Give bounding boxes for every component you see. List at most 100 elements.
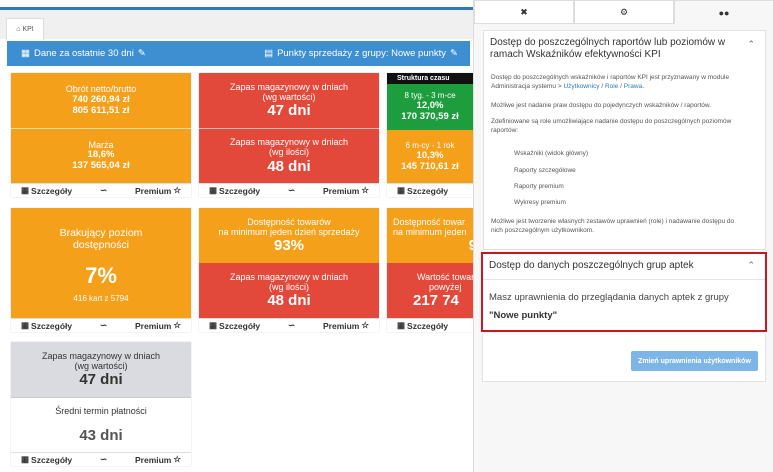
- payment-term-days: 43 dni: [79, 426, 123, 444]
- reports-access-p1: Dostęp do poszczególnych wskaźników i ra…: [491, 74, 730, 91]
- edit-points-icon[interactable]: ✎: [450, 48, 458, 59]
- users-link[interactable]: Użytkownicy: [563, 83, 600, 91]
- details-link[interactable]: ▦ Szczegóły: [397, 185, 449, 196]
- role-item: Raporty premium: [514, 183, 564, 190]
- users-tab[interactable]: ●●: [674, 0, 773, 24]
- close-tab[interactable]: ✖: [474, 0, 574, 24]
- missing-cards: 416 kart z 5794: [73, 294, 129, 304]
- star-icon: ☆: [173, 320, 181, 330]
- tile-time-structure: Struktura czasu 8 tyg. - 3 m-ce 12,0% 17…: [387, 73, 473, 197]
- details-link[interactable]: ▦ Szczegóły: [21, 320, 73, 331]
- reports-access-p3: Zdefiniowane są role umożliwiające nadan…: [491, 118, 732, 135]
- turnover-gross: 805 611,51 zł: [72, 104, 130, 116]
- users-icon: ●●: [718, 7, 730, 18]
- settings-tab[interactable]: ⚙: [574, 0, 674, 24]
- tab-kpi[interactable]: ⌂ KPI: [6, 18, 44, 40]
- stock-qty-sub: (wg ilości): [268, 147, 309, 158]
- details-link[interactable]: ▦ Szczegóły: [397, 320, 449, 331]
- time-a-pct: 12,0%: [416, 99, 444, 111]
- group-access-card: Dostęp do danych poszczególnych grup apt…: [481, 252, 767, 332]
- availability-sub: na minimum jeden: [393, 226, 467, 237]
- goods-value: 217 74: [413, 292, 459, 310]
- calendar-icon: ▦: [21, 48, 30, 59]
- stock-value-sub: (wg wartości): [74, 360, 128, 371]
- table-icon: ▦: [397, 320, 406, 330]
- chevron-up-icon[interactable]: ⌃: [747, 39, 755, 49]
- filter-bar: ▦ Dane za ostatnie 30 dni ✎ ▤ Punkty sprzed…: [7, 41, 470, 66]
- group-name: "Nowe punkty": [489, 310, 558, 321]
- chevron-up-icon[interactable]: ⌃: [747, 260, 755, 270]
- reports-access-p4: Możliwe jest tworzenie własnych zestawów…: [491, 218, 735, 235]
- tile-stock-days: Zapas magazynowy w dniach (wg wartości) …: [199, 73, 379, 197]
- stock-value-label: Zapas magazynowy w dniach: [41, 350, 161, 361]
- star-icon: ☆: [361, 185, 369, 195]
- table-icon: ▦: [209, 320, 218, 330]
- role-item: Raporty szczegółowe: [514, 167, 576, 174]
- building-icon: ▤: [264, 48, 274, 59]
- stock-qty-sub: (wg ilości): [268, 281, 309, 292]
- tile-turnover: Obrót netto/brutto 740 260,94 zł 805 611…: [11, 73, 191, 197]
- details-link[interactable]: ▦ Szczegóły: [209, 185, 261, 196]
- time-b-label: 6 m-cy - 1 rok: [405, 141, 455, 151]
- availability-label: Dostępność towar: [393, 216, 466, 227]
- chart-icon[interactable]: ∽: [288, 185, 296, 195]
- turnover-label: Obrót netto/brutto: [65, 84, 137, 95]
- tile-availability-partial: Dostępność towar na minimum jeden 9 Wart…: [387, 208, 473, 332]
- edit-period-icon[interactable]: ✎: [137, 48, 146, 59]
- margin-label: Marża: [88, 139, 114, 150]
- missing-pct: 7%: [85, 262, 117, 288]
- role-item: Wykresy premium: [514, 199, 566, 206]
- right-panel: ✖ ⚙ ●● Dostęp do poszczególnych raportów…: [473, 0, 773, 472]
- chart-icon[interactable]: ∽: [100, 454, 108, 464]
- premium-link[interactable]: Premium ☆: [134, 454, 181, 465]
- home-icon: ⌂: [16, 26, 21, 33]
- stock-qty-label: Zapas magazynowy w dniach: [229, 137, 349, 148]
- star-icon: ☆: [173, 454, 181, 464]
- missing-label: Brakujący poziom: [59, 226, 143, 239]
- points-label: Punkty sprzedaży z grupy: Nowe punkty: [277, 48, 447, 59]
- reports-access-card: Dostęp do poszczególnych raportów lub po…: [483, 30, 766, 250]
- roles-link[interactable]: Role: [604, 83, 619, 91]
- star-icon: ☆: [173, 185, 181, 195]
- reports-access-title: Dostęp do poszczególnych raportów lub po…: [490, 37, 726, 60]
- stock-qty-days: 48 dni: [267, 292, 311, 310]
- availability-pct: 93%: [273, 237, 305, 255]
- stock-qty-days: 48 dni: [267, 157, 311, 175]
- chart-icon[interactable]: ∽: [288, 320, 296, 330]
- role-item: Wskaźniki (widok główny): [514, 150, 589, 157]
- details-link[interactable]: ▦ Szczegóły: [21, 454, 73, 465]
- time-b-pct: 10,3%: [416, 149, 444, 161]
- stock-value-label: Zapas magazynowy w dniach: [229, 81, 349, 92]
- tile-missing-availability: Brakujący poziom dostępności 7% 416 kart…: [11, 208, 191, 332]
- premium-link[interactable]: Premium ☆: [322, 320, 369, 331]
- star-icon: ☆: [361, 320, 369, 330]
- time-a-label: 8 tyg. - 3 m-ce: [404, 91, 456, 101]
- table-icon: ▦: [21, 320, 30, 330]
- premium-link[interactable]: Premium ☆: [322, 185, 369, 196]
- details-link[interactable]: ▦ Szczegóły: [209, 320, 261, 331]
- margin-pct: 18,6%: [87, 149, 115, 161]
- stock-value-sub: (wg wartości): [262, 91, 316, 102]
- time-a-value: 170 370,59 zł: [401, 110, 459, 122]
- group-access-title: Dostęp do danych poszczególnych grup apt…: [489, 260, 694, 271]
- margin-value: 137 565,04 zł: [72, 160, 130, 172]
- payment-term-label: Średni termin płatności: [55, 406, 147, 417]
- table-icon: ▦: [21, 454, 30, 464]
- change-permissions-button[interactable]: Zmień uprawnienia użytkowników: [631, 351, 758, 371]
- goods-value-sub: powyżej: [429, 281, 462, 292]
- turnover-net: 740 260,94 zł: [72, 93, 130, 105]
- premium-link[interactable]: Premium ☆: [134, 320, 181, 331]
- tile-stock-payment: Zapas magazynowy w dniach (wg wartości) …: [11, 342, 191, 466]
- table-icon: ▦: [21, 185, 30, 195]
- rights-link[interactable]: Prawa: [623, 83, 643, 91]
- time-structure-head: Struktura czasu: [387, 73, 473, 84]
- tile-availability: Dostępność towarów na minimum jeden dzie…: [199, 208, 379, 332]
- gear-icon: ⚙: [619, 6, 629, 17]
- missing-label-2: dostępności: [72, 238, 130, 251]
- premium-link[interactable]: Premium ☆: [134, 185, 181, 196]
- chart-icon[interactable]: ∽: [100, 320, 108, 330]
- stock-value-days: 47 dni: [79, 371, 123, 389]
- stock-value-days: 47 dni: [267, 102, 311, 120]
- chart-icon[interactable]: ∽: [100, 185, 108, 195]
- details-link[interactable]: ▦ Szczegóły: [21, 185, 73, 196]
